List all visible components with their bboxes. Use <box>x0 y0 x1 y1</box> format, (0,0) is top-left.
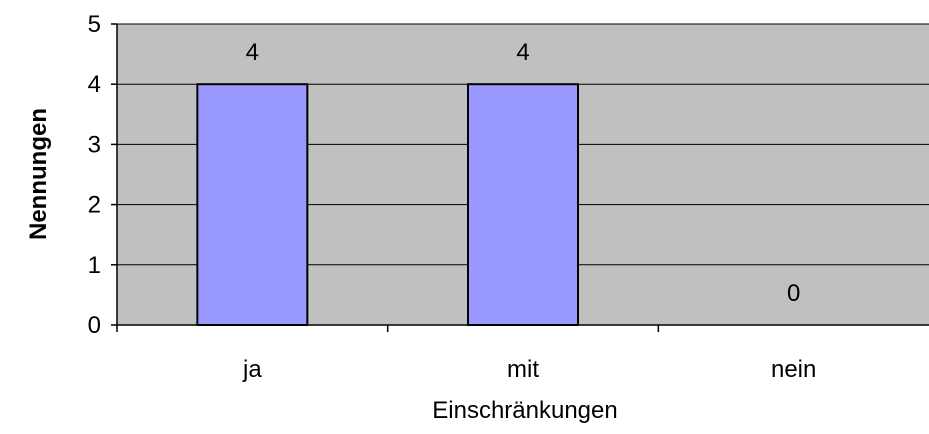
y-tick-label: 1 <box>88 252 101 279</box>
bar-mit <box>467 83 579 326</box>
bars <box>196 83 579 326</box>
x-tick-labels: ja mit nein <box>242 356 816 383</box>
x-tick-label: nein <box>771 356 816 383</box>
x-tick-label: ja <box>242 356 262 383</box>
y-tick-label: 3 <box>88 131 101 158</box>
y-tick-label: 5 <box>88 11 101 38</box>
x-axis-title: Einschränkungen <box>432 397 617 424</box>
y-tick-label: 2 <box>88 192 101 219</box>
y-tick-label: 4 <box>88 71 101 98</box>
data-label: 0 <box>787 280 800 307</box>
data-label: 4 <box>246 39 259 66</box>
bar-ja <box>196 83 309 326</box>
data-labels: 4 4 0 <box>246 39 801 307</box>
y-tick-label: 0 <box>88 312 101 339</box>
y-tick-labels: 0 1 2 3 4 5 <box>88 11 101 339</box>
y-axis-title: Nennungen <box>25 108 52 240</box>
axes <box>111 23 929 332</box>
x-tick-label: mit <box>507 356 539 383</box>
data-label: 4 <box>516 39 529 66</box>
